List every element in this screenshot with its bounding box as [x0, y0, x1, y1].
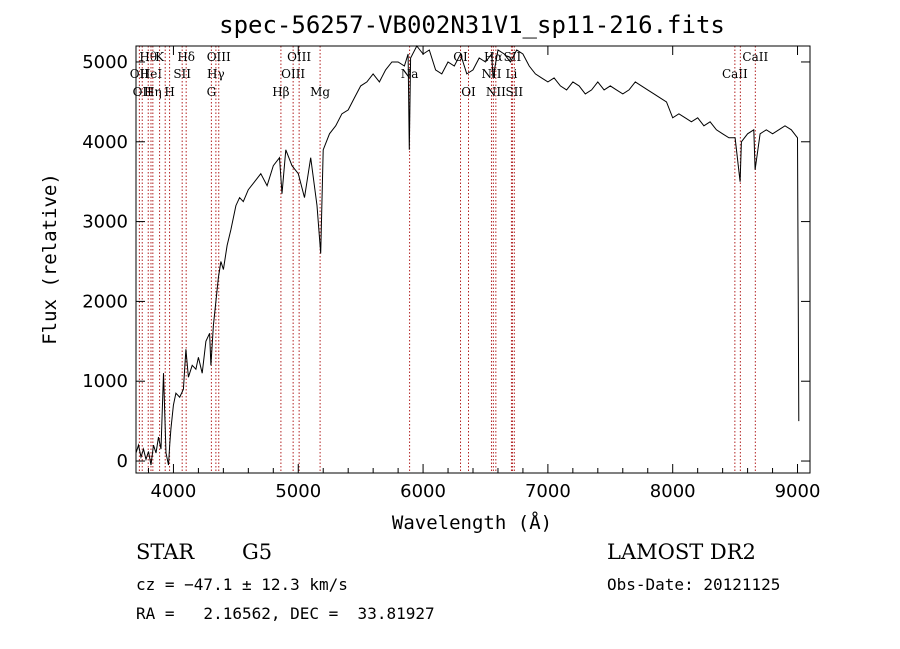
- y-tick-label: 5000: [82, 52, 128, 73]
- object-class: STAR: [136, 540, 195, 564]
- spectral-line-label: Li: [506, 67, 518, 81]
- spectral-line-label: OIII: [281, 67, 305, 81]
- spectral-line-label: G: [207, 85, 217, 99]
- spectral-line-label: SII: [505, 85, 523, 99]
- x-tick-label: 4000: [151, 481, 197, 502]
- spectral-line-label: H: [164, 85, 174, 99]
- spectral-line-label: OI: [461, 85, 476, 99]
- spectral-line-label: Na: [401, 67, 419, 81]
- spectral-line-label: CaII: [742, 50, 768, 64]
- y-tick-label: 0: [117, 451, 128, 472]
- redshift-velocity: cz = −47.1 ± 12.3 km/s: [136, 575, 348, 594]
- spectral-line-label: CaII: [722, 67, 748, 81]
- axis-ticks: 4000 5000 6000 7000 8000 9000 0 1000 2000 3000 400…: [82, 46, 820, 502]
- spectral-line-label: Hγ: [207, 67, 225, 81]
- spectral-line-label: K: [155, 50, 165, 64]
- survey-name: LAMOST DR2: [607, 540, 756, 564]
- spectral-line-label: HeI: [140, 67, 163, 81]
- y-tick-label: 3000: [82, 212, 128, 233]
- x-tick-label: 9000: [775, 481, 821, 502]
- spectral-line-label: Hη: [144, 85, 162, 99]
- spectral-line-label: OIII: [207, 50, 231, 64]
- x-tick-label: 6000: [400, 481, 446, 502]
- spectral-line-label: OI: [453, 50, 468, 64]
- x-tick-label: 5000: [275, 481, 321, 502]
- x-tick-label: 8000: [650, 481, 696, 502]
- sky-coordinates: RA = 2.16562, DEC = 33.81927: [136, 604, 435, 623]
- spectral-line-label: SII: [173, 67, 191, 81]
- spectral-line-label: Hβ: [272, 85, 289, 99]
- spectral-line-label: NII: [481, 67, 501, 81]
- spectral-line-label: Mg: [310, 85, 330, 99]
- plot-frame: [135, 45, 811, 474]
- y-tick-label: 4000: [82, 132, 128, 153]
- object-subclass: G5: [242, 540, 273, 564]
- chart-title: spec-56257-VB002N31V1_sp11-216.fits: [219, 11, 725, 39]
- x-tick-label: 7000: [525, 481, 571, 502]
- spectrum-series-line: [135, 45, 800, 466]
- spectral-line-label: Hδ: [177, 50, 195, 64]
- y-tick-label: 2000: [82, 291, 128, 312]
- observation-date: Obs-Date: 20121125: [607, 575, 781, 594]
- y-axis-label: Flux (relative): [39, 173, 61, 345]
- spectral-line-label: OIII: [287, 50, 311, 64]
- spectral-line-label: OII: [130, 67, 150, 81]
- spectral-line-label: Hα: [484, 50, 503, 64]
- spectral-line-label: NII: [486, 85, 506, 99]
- spectral-line-label: OII: [133, 85, 153, 99]
- y-tick-label: 1000: [82, 371, 128, 392]
- x-axis-label: Wavelength (Å): [392, 511, 552, 534]
- spectral-line-markers: OIIOIIHθHeIHηKHSIIHδGHγOIIIHβOIIIOIIIMgN…: [130, 46, 768, 473]
